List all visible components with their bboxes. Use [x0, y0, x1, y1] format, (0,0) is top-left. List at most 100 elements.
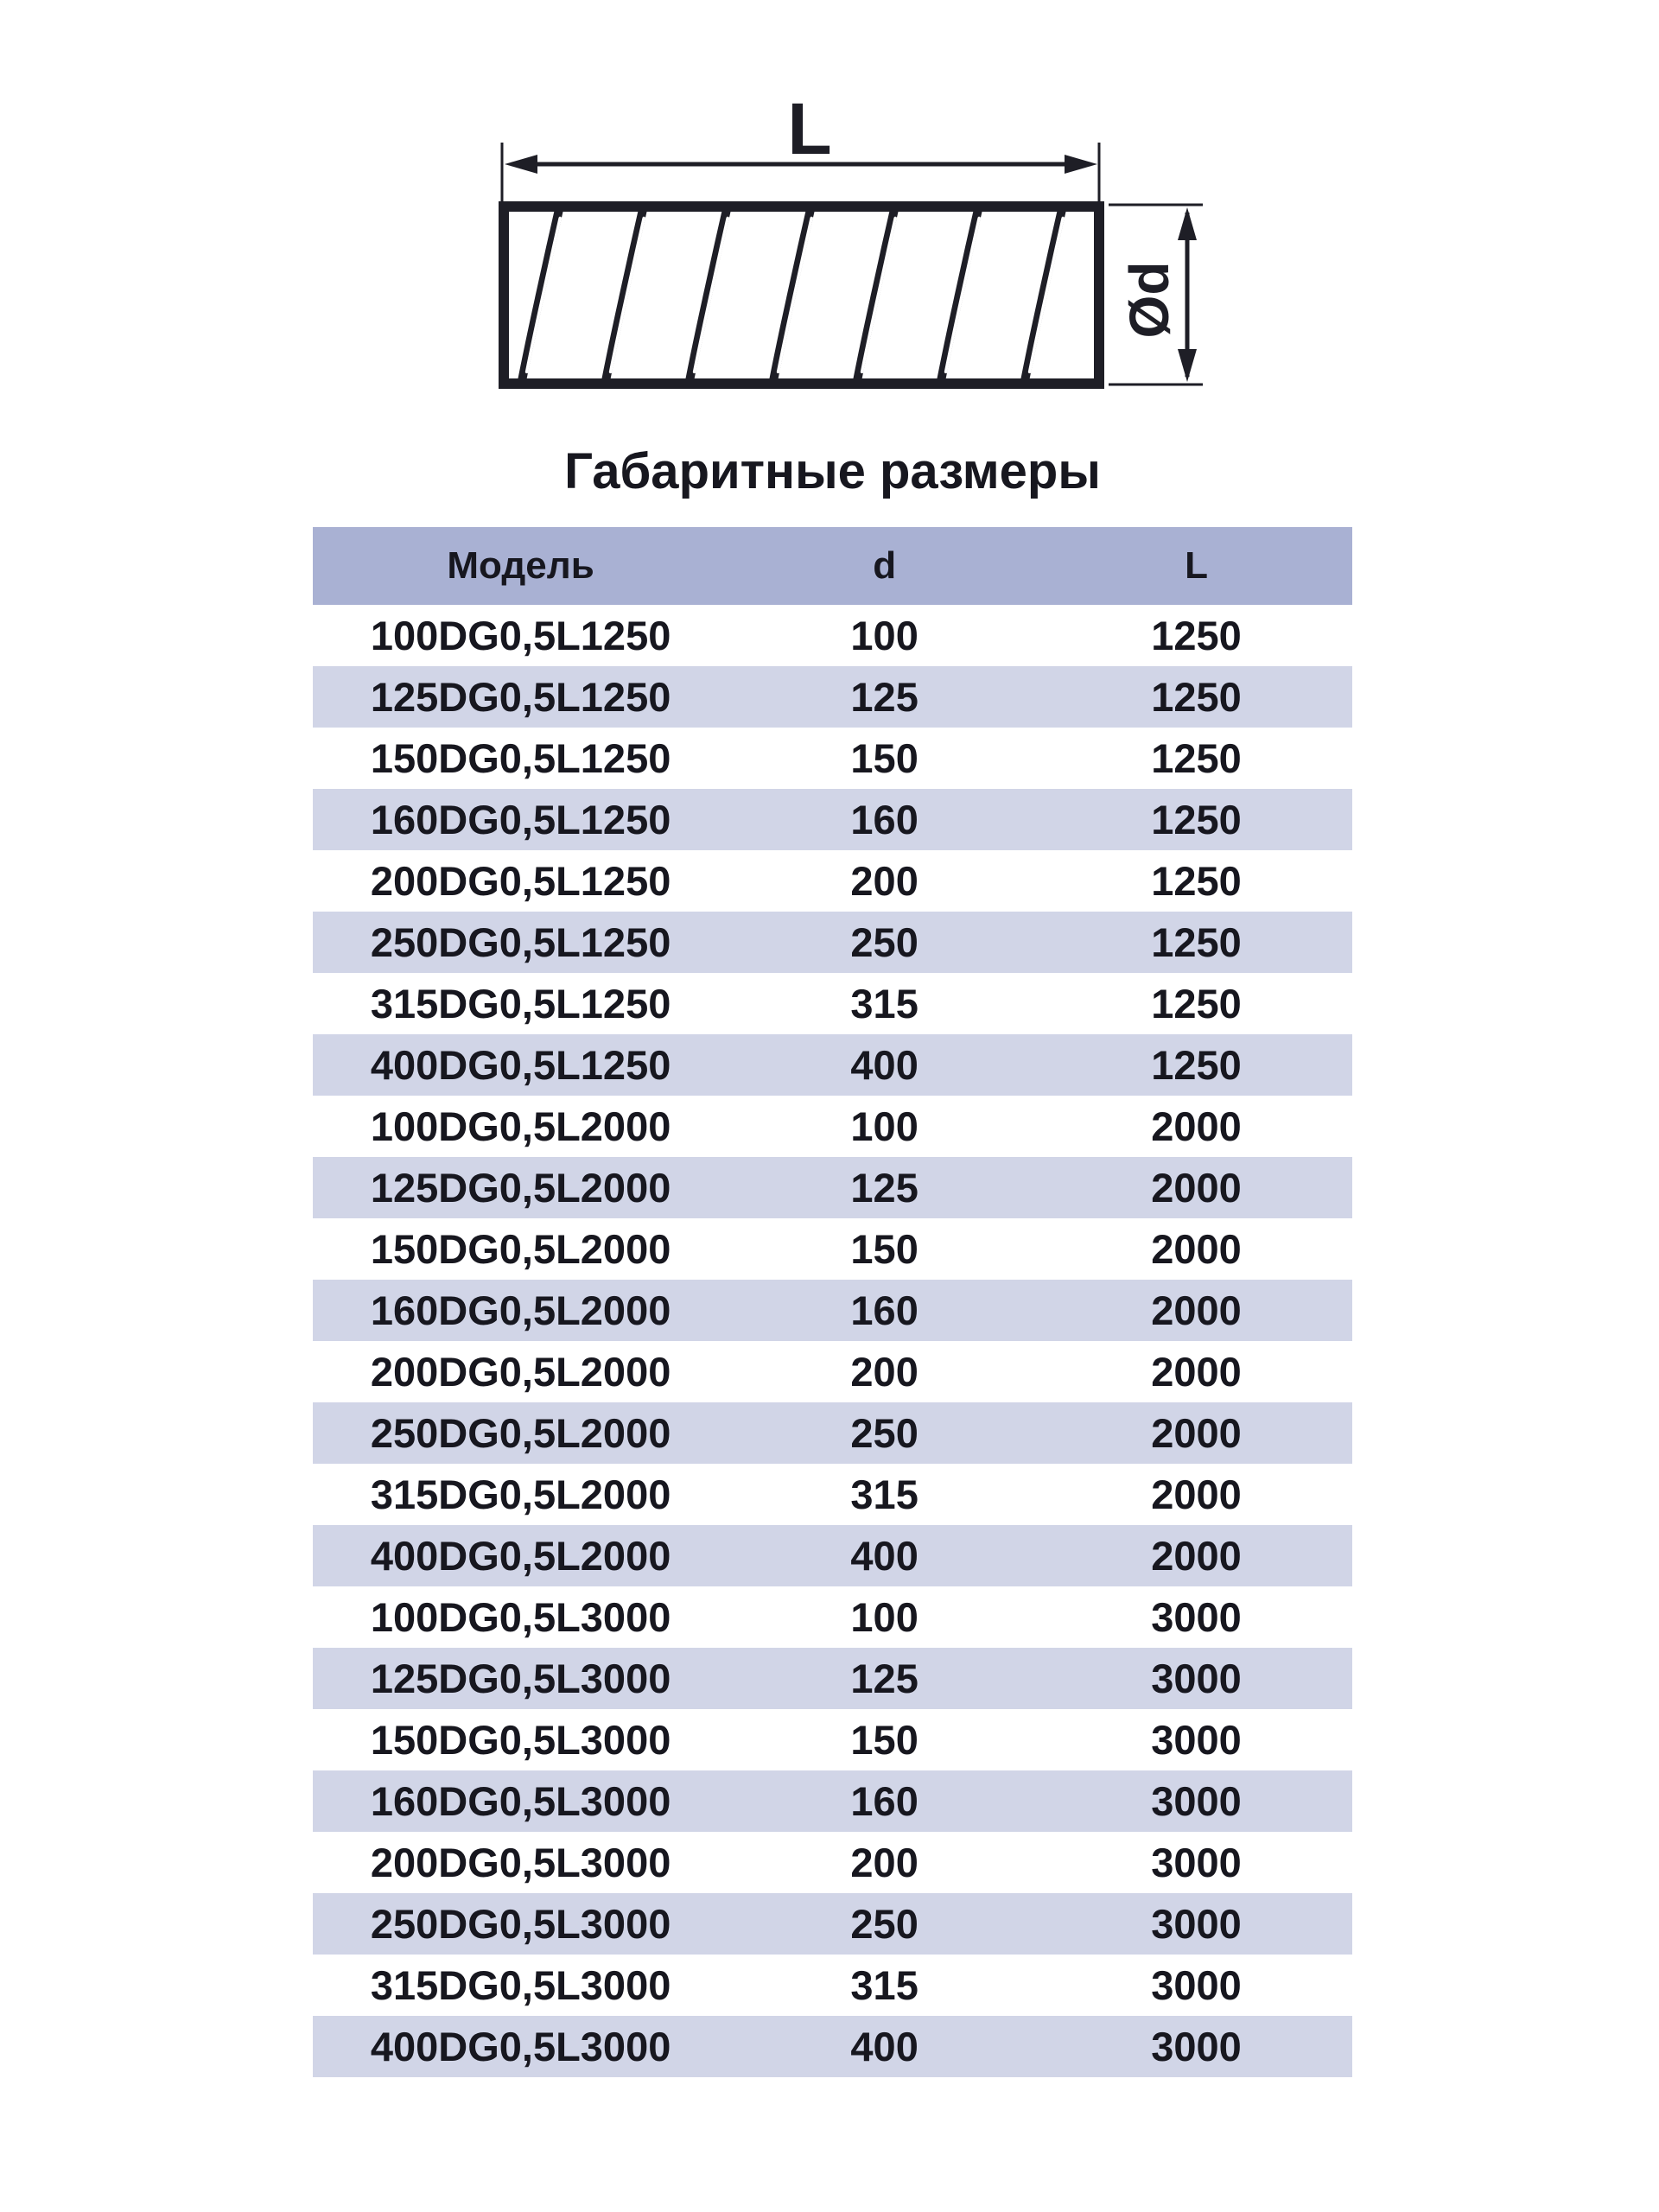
table-row: 150DG0,5L1250 150 1250 — [313, 728, 1352, 789]
cell-d: 400 — [850, 2024, 918, 2069]
seam-highlight — [943, 212, 982, 379]
cell-l: 2000 — [1151, 1410, 1242, 1456]
cell-model: 250DG0,5L1250 — [370, 919, 671, 965]
cell-d: 200 — [850, 1840, 918, 1885]
cell-l: 3000 — [1151, 1778, 1242, 1824]
cell-l: 3000 — [1151, 1901, 1242, 1947]
cell-l: 1250 — [1151, 735, 1242, 781]
cell-model: 100DG0,5L1250 — [370, 613, 671, 658]
seam-line — [518, 212, 563, 379]
cell-d: 160 — [850, 1778, 918, 1824]
cell-model: 200DG0,5L2000 — [370, 1349, 671, 1395]
cell-l: 3000 — [1151, 1717, 1242, 1763]
duct-seams — [518, 212, 1066, 379]
table-row: 250DG0,5L1250 250 1250 — [313, 912, 1352, 973]
cell-d: 250 — [850, 1410, 918, 1456]
cell-l: 1250 — [1151, 1042, 1242, 1088]
l-arrow-right — [1065, 155, 1097, 174]
d-arrow-down — [1178, 349, 1197, 382]
table-row: 150DG0,5L2000 150 2000 — [313, 1218, 1352, 1280]
cell-d: 150 — [850, 735, 918, 781]
table-row: 200DG0,5L2000 200 2000 — [313, 1341, 1352, 1402]
seam-line — [601, 212, 647, 379]
cell-l: 3000 — [1151, 1594, 1242, 1640]
seam-line — [769, 212, 815, 379]
header-model: Модель — [447, 544, 594, 587]
cell-model: 400DG0,5L3000 — [370, 2024, 671, 2069]
cell-d: 200 — [850, 1349, 918, 1395]
d-arrow-up — [1178, 207, 1197, 240]
cell-model: 100DG0,5L3000 — [370, 1594, 671, 1640]
seam-highlight — [691, 212, 731, 379]
cell-l: 2000 — [1151, 1165, 1242, 1211]
cell-model: 150DG0,5L1250 — [370, 735, 671, 781]
table-row: 250DG0,5L3000 250 3000 — [313, 1893, 1352, 1955]
cell-l: 2000 — [1151, 1103, 1242, 1149]
cell-model: 150DG0,5L2000 — [370, 1226, 671, 1272]
table-row: 125DG0,5L1250 125 1250 — [313, 666, 1352, 728]
cell-model: 100DG0,5L2000 — [370, 1103, 671, 1149]
cell-l: 2000 — [1151, 1287, 1242, 1333]
cell-model: 250DG0,5L2000 — [370, 1410, 671, 1456]
cell-l: 2000 — [1151, 1226, 1242, 1272]
cell-model: 160DG0,5L3000 — [370, 1778, 671, 1824]
header-d: d — [873, 544, 897, 587]
cell-l: 2000 — [1151, 1533, 1242, 1579]
cell-l: 1250 — [1151, 613, 1242, 658]
cell-l: 2000 — [1151, 1471, 1242, 1517]
cell-model: 125DG0,5L1250 — [370, 674, 671, 720]
table-row: 315DG0,5L3000 315 3000 — [313, 1955, 1352, 2016]
seam-highlight — [1027, 212, 1066, 379]
cell-model: 160DG0,5L2000 — [370, 1287, 671, 1333]
cell-d: 125 — [850, 674, 918, 720]
cell-model: 315DG0,5L3000 — [370, 1962, 671, 2008]
cell-l: 3000 — [1151, 1656, 1242, 1701]
cell-model: 315DG0,5L1250 — [370, 981, 671, 1027]
cell-l: 1250 — [1151, 981, 1242, 1027]
cell-d: 150 — [850, 1226, 918, 1272]
cell-model: 315DG0,5L2000 — [370, 1471, 671, 1517]
table-row: 400DG0,5L3000 400 3000 — [313, 2016, 1352, 2077]
seam-line — [1020, 212, 1066, 379]
cell-l: 1250 — [1151, 858, 1242, 904]
cell-d: 400 — [850, 1042, 918, 1088]
seam-highlight — [607, 212, 647, 379]
cell-d: 315 — [850, 1471, 918, 1517]
cell-model: 125DG0,5L2000 — [370, 1165, 671, 1211]
table-row: 400DG0,5L1250 400 1250 — [313, 1034, 1352, 1096]
seam-highlight — [775, 212, 815, 379]
seam-highlight — [859, 212, 899, 379]
cell-model: 400DG0,5L1250 — [370, 1042, 671, 1088]
cell-l: 3000 — [1151, 1962, 1242, 2008]
cell-d: 100 — [850, 1103, 918, 1149]
cell-model: 250DG0,5L3000 — [370, 1901, 671, 1947]
table-row: 125DG0,5L3000 125 3000 — [313, 1648, 1352, 1709]
seam-line — [685, 212, 731, 379]
seam-highlight — [524, 212, 563, 379]
cell-l: 1250 — [1151, 919, 1242, 965]
cell-d: 125 — [850, 1656, 918, 1701]
table-row: 160DG0,5L1250 160 1250 — [313, 789, 1352, 850]
table-row: 200DG0,5L3000 200 3000 — [313, 1832, 1352, 1893]
cell-d: 160 — [850, 797, 918, 842]
cell-l: 3000 — [1151, 2024, 1242, 2069]
cell-d: 400 — [850, 1533, 918, 1579]
table-row: 160DG0,5L2000 160 2000 — [313, 1280, 1352, 1341]
table-row: 250DG0,5L2000 250 2000 — [313, 1402, 1352, 1464]
table-row: 100DG0,5L3000 100 3000 — [313, 1586, 1352, 1648]
seam-line — [937, 212, 982, 379]
table-row: 400DG0,5L2000 400 2000 — [313, 1525, 1352, 1586]
dimensions-table: Модель d L 100DG0,5L1250 100 1250 125DG0,5L… — [313, 527, 1352, 2077]
cell-model: 200DG0,5L1250 — [370, 858, 671, 904]
cell-model: 400DG0,5L2000 — [370, 1533, 671, 1579]
cell-l: 3000 — [1151, 1840, 1242, 1885]
cell-d: 250 — [850, 919, 918, 965]
cell-d: 315 — [850, 981, 918, 1027]
cell-d: 200 — [850, 858, 918, 904]
table-row: 100DG0,5L1250 100 1250 — [313, 605, 1352, 666]
duct-dimension-drawing: L Ød — [499, 88, 1203, 389]
table-row: 160DG0,5L3000 160 3000 — [313, 1770, 1352, 1832]
cell-model: 200DG0,5L3000 — [370, 1840, 671, 1885]
diameter-label: Ød — [1118, 262, 1180, 339]
cell-d: 150 — [850, 1717, 918, 1763]
